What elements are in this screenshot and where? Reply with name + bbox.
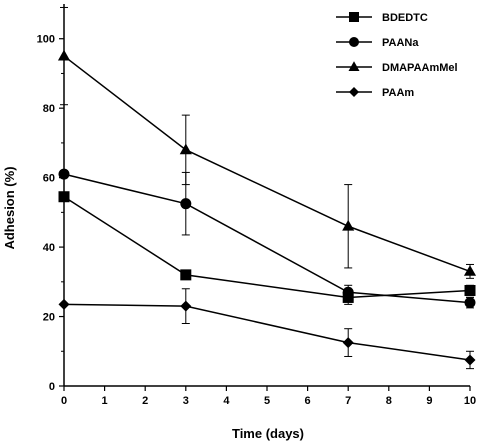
data-point-bdedtc <box>58 191 70 203</box>
x-axis-title: Time (days) <box>232 426 304 441</box>
data-point-paam <box>464 354 476 366</box>
legend-label-paana: PAANa <box>382 37 419 49</box>
data-point-bdedtc <box>464 285 476 296</box>
y-tick-label: 20 <box>43 312 55 324</box>
x-tick-label: 10 <box>464 395 476 407</box>
legend-label-bdedtc: BDEDTC <box>382 12 428 24</box>
data-point-paam <box>180 300 192 312</box>
series-line-paam <box>63 303 471 361</box>
series-line-paana <box>63 173 471 304</box>
x-tick-label: 0 <box>61 395 67 407</box>
data-point-dmapaammel <box>342 219 355 231</box>
data-point-dmapaammel <box>179 143 192 155</box>
data-point-paam <box>342 337 354 349</box>
data-point-paana <box>342 286 354 298</box>
x-tick-label: 5 <box>264 395 270 407</box>
x-tick-label: 4 <box>223 395 230 407</box>
x-tick-label: 7 <box>345 395 351 407</box>
series-paam <box>58 288 476 370</box>
legend: BDEDTC PAANa DMAPAAmMel PAAm <box>336 12 458 99</box>
x-tick-label: 8 <box>386 395 392 407</box>
y-tick-label: 60 <box>43 173 55 185</box>
y-tick-label: 80 <box>43 103 55 115</box>
x-tick-label: 9 <box>426 395 432 407</box>
data-point-paam <box>58 298 70 310</box>
y-tick-label: 100 <box>37 34 55 46</box>
legend-label-dmapaammel: DMAPAAmMel <box>382 62 458 74</box>
legend-marker-bdedtc <box>349 12 359 22</box>
x-tick-label: 2 <box>142 395 148 407</box>
data-point-paana <box>180 198 192 210</box>
legend-marker-dmapaammel <box>348 61 360 71</box>
y-tick-label: 40 <box>43 242 55 254</box>
legend-marker-paam <box>349 87 359 97</box>
data-point-bdedtc <box>180 269 192 281</box>
data-point-dmapaammel <box>57 49 71 61</box>
legend-label-paam: PAAm <box>382 87 414 99</box>
y-axis-title: Adhesion (%) <box>2 166 17 249</box>
x-tick-label: 1 <box>102 395 108 407</box>
data-point-paana <box>464 297 476 309</box>
legend-marker-paana <box>349 37 359 47</box>
series-line-bdedtc <box>63 196 471 299</box>
data-point-paana <box>58 168 70 180</box>
data-point-dmapaammel <box>463 265 477 276</box>
x-tick-label: 6 <box>305 395 311 407</box>
series-layer <box>57 6 477 370</box>
x-tick-label: 3 <box>183 395 189 407</box>
series-line-dmapaammel <box>63 55 471 273</box>
series-dmapaammel <box>57 6 477 279</box>
series-paana <box>58 168 476 309</box>
y-tick-label: 0 <box>49 381 55 393</box>
